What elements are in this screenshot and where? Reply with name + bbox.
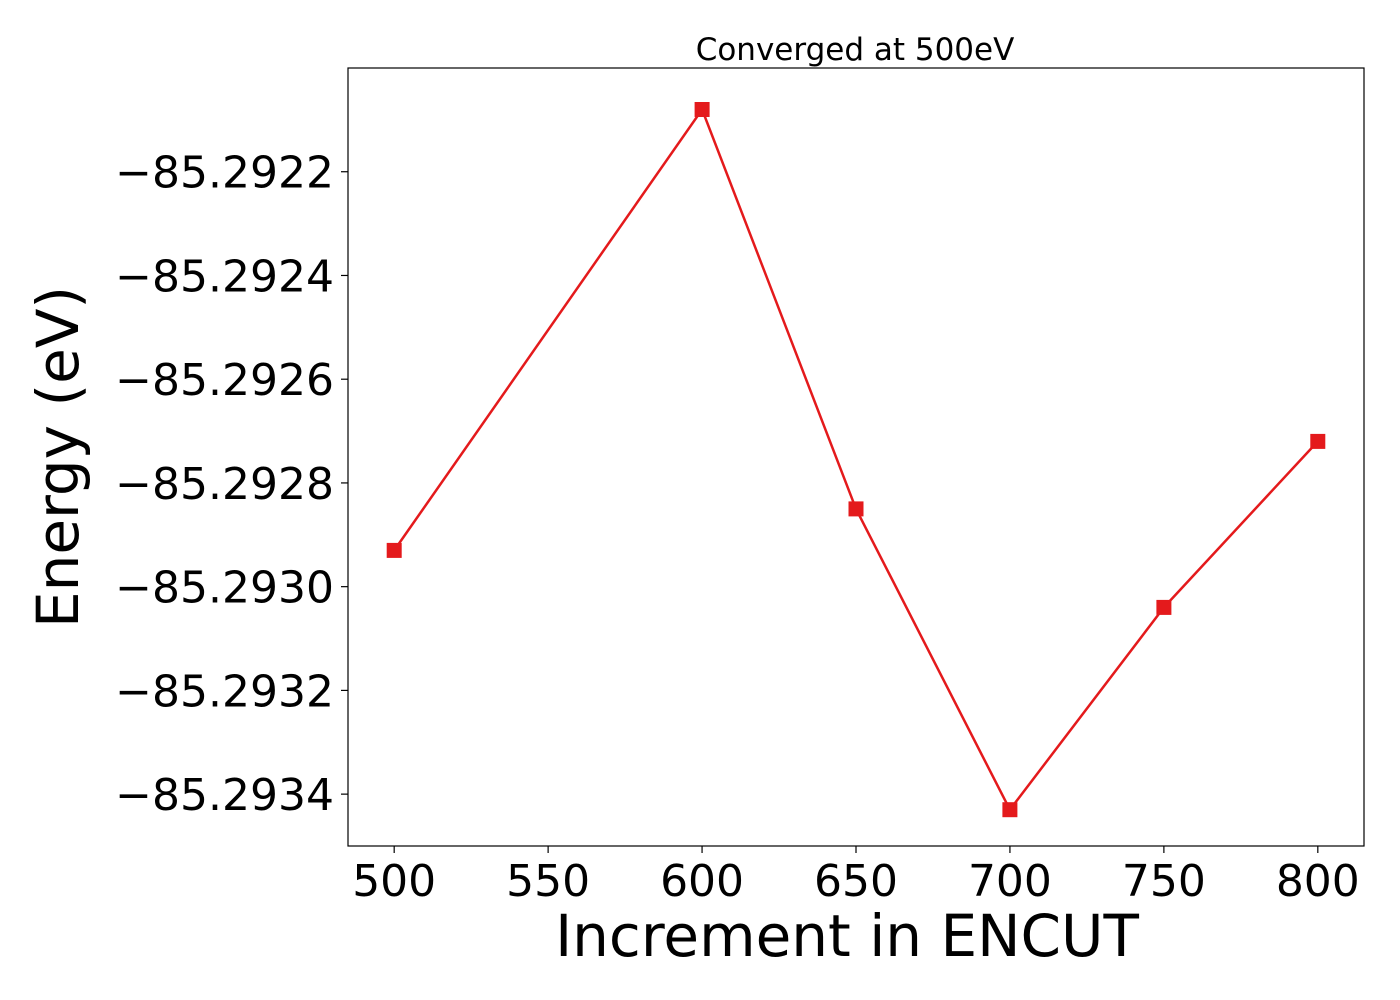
x-tick-label: 550 bbox=[506, 856, 590, 907]
data-point-marker bbox=[694, 102, 710, 117]
x-tick-label: 600 bbox=[660, 856, 744, 907]
data-point-marker bbox=[848, 501, 864, 517]
y-tick-label: −85.2932 bbox=[115, 666, 334, 717]
x-tick-label: 700 bbox=[968, 856, 1052, 907]
x-tick-label: 500 bbox=[352, 856, 436, 907]
data-point-marker bbox=[386, 542, 402, 558]
data-point-marker bbox=[1002, 802, 1018, 818]
plot-area-frame bbox=[347, 67, 1365, 847]
x-tick-label: 750 bbox=[1122, 856, 1206, 907]
chart-title: Converged at 500eV bbox=[696, 32, 1015, 68]
x-axis: 500 550 600 650 700 750 800 bbox=[352, 846, 1360, 907]
y-tick-label: −85.2928 bbox=[115, 459, 334, 510]
y-axis-title: Energy (eV) bbox=[24, 286, 92, 628]
data-point-marker bbox=[1310, 433, 1326, 449]
x-tick-label: 800 bbox=[1276, 856, 1360, 907]
series-layer bbox=[386, 102, 1326, 818]
y-axis: −85.2922 −85.2924 −85.2926 −85.2928 −85.2930… bbox=[115, 148, 348, 821]
data-point-marker bbox=[1156, 599, 1172, 615]
y-tick-label: −85.2922 bbox=[115, 148, 334, 199]
series-line bbox=[393, 108, 1319, 811]
y-tick-label: −85.2930 bbox=[115, 563, 334, 614]
x-axis-title: Increment in ENCUT bbox=[555, 902, 1139, 970]
y-tick-label: −85.2934 bbox=[115, 770, 334, 821]
y-tick-label: −85.2924 bbox=[115, 251, 334, 302]
y-tick-label: −85.2926 bbox=[115, 355, 334, 406]
x-tick-label: 650 bbox=[814, 856, 898, 907]
